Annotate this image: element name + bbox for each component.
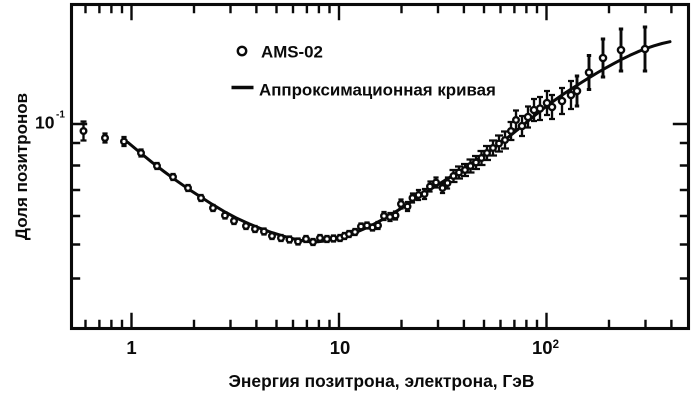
svg-text:Аппроксимационная кривая: Аппроксимационная кривая [259, 81, 496, 100]
svg-text:-1: -1 [56, 110, 65, 121]
svg-text:AMS-02: AMS-02 [261, 43, 323, 62]
svg-text:Доля позитронов: Доля позитронов [12, 93, 31, 240]
svg-text:Энергия позитрона, электрона,: Энергия позитрона, электрона, ГэВ [229, 371, 535, 391]
svg-text:10: 10 [330, 337, 351, 358]
svg-text:102: 102 [532, 337, 559, 358]
svg-text:10: 10 [35, 113, 55, 133]
svg-text:1: 1 [126, 337, 136, 358]
